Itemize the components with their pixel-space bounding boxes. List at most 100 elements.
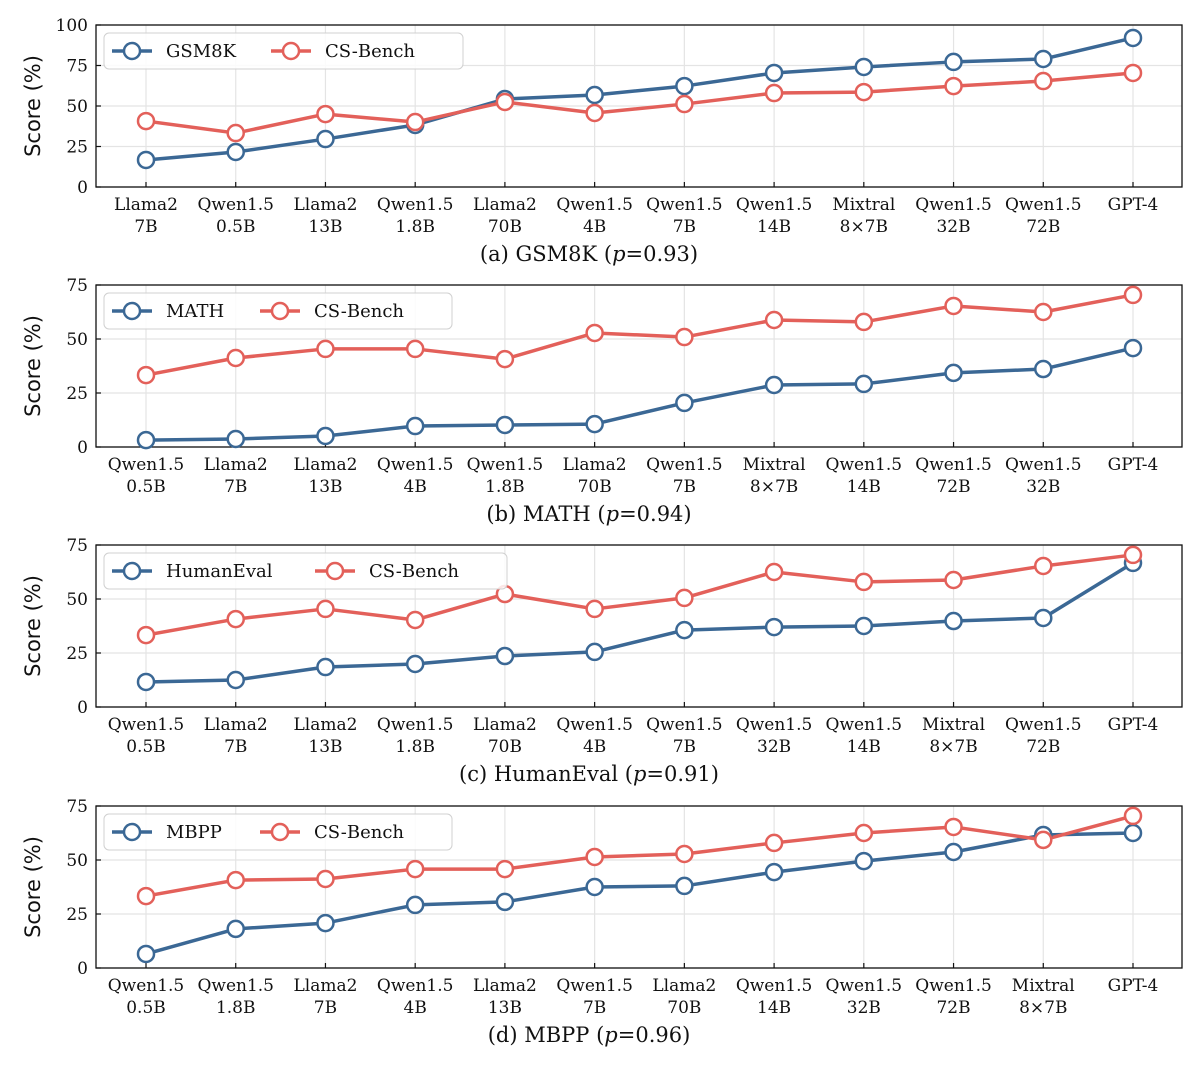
data-point [854, 57, 874, 77]
data-point [405, 895, 425, 915]
x-tick-label: Qwen1.5 0.5B [108, 715, 185, 757]
y-tick-label: 0 [77, 698, 88, 718]
data-point [226, 429, 245, 449]
data-point [136, 625, 156, 645]
x-tick-label: GPT-4 [1108, 976, 1159, 996]
data-point [316, 426, 335, 446]
x-tick-label-line1: Qwen1.5 [736, 195, 813, 215]
data-point [226, 609, 245, 629]
data-point [585, 847, 604, 867]
x-tick-label: Llama2 7B [293, 976, 357, 1018]
data-point [854, 82, 874, 102]
data-point [316, 599, 335, 619]
data-point [675, 876, 694, 896]
data-point [226, 919, 245, 939]
y-tick-label: 0 [77, 438, 88, 458]
data-point [495, 349, 515, 369]
data-point [944, 76, 963, 96]
legend-label: MBPP [166, 822, 222, 843]
x-tick-label-line1: Llama2 [114, 195, 178, 215]
x-tick-label: Llama2 7B [204, 715, 268, 757]
data-point [1123, 545, 1143, 565]
data-point [495, 415, 515, 435]
series-line-humaneval [145, 561, 1134, 684]
legend-label: CS-Bench [369, 561, 459, 582]
data-point [226, 348, 245, 368]
x-tick-label-line2: 72B [936, 998, 970, 1018]
data-point [675, 94, 694, 114]
legend-label: GSM8K [166, 41, 237, 62]
series-line-gsm8k [145, 36, 1134, 162]
legend-label: HumanEval [166, 561, 273, 582]
y-tick-label: 25 [66, 905, 88, 925]
x-tick-label-line2: 7B [583, 998, 606, 1018]
x-tick-label: Qwen1.5 0.5B [108, 455, 185, 497]
data-point [854, 851, 874, 871]
x-tick-label: Qwen1.5 14B [826, 715, 903, 757]
data-point [944, 363, 963, 383]
x-tick-label-line2: 0.5B [126, 737, 166, 757]
caption-value: =0.93) [626, 242, 699, 266]
axes-frame [95, 805, 1183, 969]
x-tick-label-line1: Qwen1.5 [826, 715, 903, 735]
legend-marker [270, 822, 290, 842]
x-tick-label: Mixtral 8×7B [743, 455, 806, 497]
x-tick-label: Qwen1.5 1.8B [377, 715, 454, 757]
x-tick-label-line2: 13B [308, 477, 342, 497]
series-line-math [145, 346, 1134, 442]
x-tick-label-line2: 1.8B [216, 998, 256, 1018]
x-tick-label-line2: 4B [404, 477, 427, 497]
x-tick-label-line2: 1.8B [395, 217, 435, 237]
x-tick-label-line1: Mixtral [1012, 976, 1075, 996]
y-tick-label: 50 [66, 330, 88, 350]
x-tick-label-line1: Qwen1.5 [556, 976, 633, 996]
data-point [495, 646, 515, 666]
data-point [944, 296, 963, 316]
legend-marker [122, 561, 142, 581]
caption-variable: p [633, 762, 646, 786]
data-point [854, 616, 874, 636]
legend-box [103, 552, 508, 590]
series-line-cs-bench [145, 814, 1134, 898]
y-axis-label: Score (%) [21, 315, 45, 417]
x-tick-label: Llama2 13B [473, 976, 537, 1018]
x-tick-label-line2: 0.5B [216, 217, 256, 237]
x-tick-label-line2: 72B [1026, 737, 1060, 757]
x-tick-label-line1: Qwen1.5 [736, 715, 813, 735]
data-point [944, 52, 963, 72]
data-point [226, 870, 245, 890]
data-point [316, 869, 335, 889]
data-point [1123, 338, 1143, 358]
x-tick-label-line2: 1.8B [395, 737, 435, 757]
x-tick-label-line2: 1.8B [485, 477, 525, 497]
data-point [675, 620, 694, 640]
x-tick-label-line1: Qwen1.5 [108, 976, 185, 996]
x-tick-label-line2: 7B [314, 998, 337, 1018]
legend-marker [270, 301, 290, 321]
data-point [854, 312, 874, 332]
x-tick-label-line1: Qwen1.5 [1005, 195, 1082, 215]
x-tick-label-line1: Llama2 [563, 455, 627, 475]
data-point [405, 610, 425, 630]
legend: GSM8K CS-Bench [103, 32, 464, 70]
y-axis-label: Score (%) [21, 575, 45, 677]
x-tick-label-line2: 72B [1026, 217, 1060, 237]
data-point [585, 599, 604, 619]
x-tick-label-line2: 4B [404, 998, 427, 1018]
x-tick-label-line2: 8×7B [840, 217, 888, 237]
x-tick-label-line2: 13B [308, 737, 342, 757]
x-tick-label-line1: Qwen1.5 [826, 455, 903, 475]
caption-value: =0.94) [619, 502, 692, 526]
legend-marker [122, 822, 142, 842]
x-tick-label-line2: 14B [757, 217, 791, 237]
data-point [136, 365, 156, 385]
x-tick-label: Qwen1.5 14B [736, 195, 813, 237]
x-tick-label-line1: Llama2 [293, 195, 357, 215]
x-tick-label-line1: Llama2 [293, 455, 357, 475]
x-tick-label-line1: Qwen1.5 [1005, 455, 1082, 475]
x-tick-label: Llama2 13B [293, 715, 357, 757]
legend-label: CS-Bench [325, 41, 415, 62]
x-tick-label-line2: 7B [673, 217, 696, 237]
data-point [764, 83, 784, 103]
